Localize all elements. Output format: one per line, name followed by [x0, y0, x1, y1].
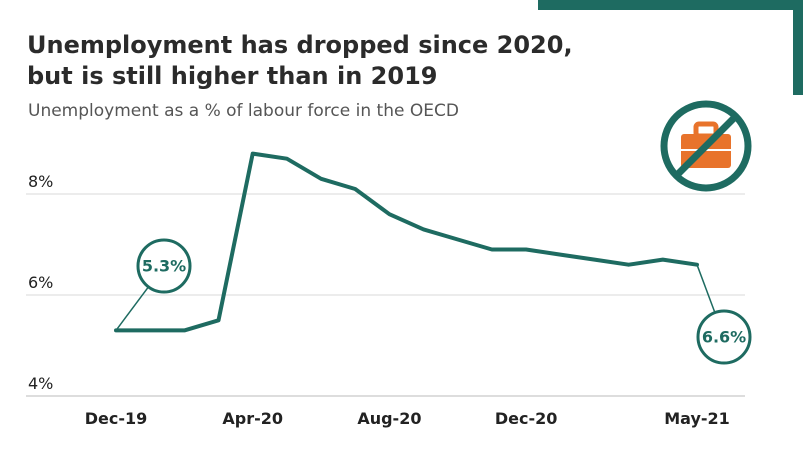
chart-subtitle: Unemployment as a % of labour force in t…: [28, 101, 459, 121]
grid: [26, 193, 745, 397]
corner-decoration: [538, 0, 803, 95]
side-accent-bar: [793, 0, 803, 95]
chart-title: Unemployment has dropped since 2020, but…: [27, 30, 587, 92]
x-axis-tick-labels: Dec-19 Apr-20 Aug-20 Dec-20 May-21: [85, 409, 730, 428]
title-line-2: but is still higher than in 2019: [27, 62, 438, 90]
callout-leader-start: [115, 286, 150, 331]
y-tick-label: 4%: [28, 374, 53, 393]
series-line-unemployment: [114, 151, 699, 333]
prohibition-slash: [673, 113, 739, 179]
top-accent-bar: [538, 0, 803, 10]
callout-circle-start: [136, 238, 192, 294]
callout-label-start: 5.3%: [142, 257, 186, 276]
x-tick-label: Dec-19: [85, 409, 148, 428]
x-tick-label: May-21: [664, 409, 730, 428]
prohibition-ring: [660, 100, 752, 192]
x-tick-label: Dec-20: [495, 409, 558, 428]
y-axis-tick-labels: 4% 6% 8%: [28, 172, 53, 393]
x-tick-label: Apr-20: [222, 409, 283, 428]
callouts: 5.3% 6.6%: [115, 238, 752, 365]
callout-circle-end: [696, 309, 752, 365]
title-line-1: Unemployment has dropped since 2020,: [27, 31, 573, 59]
no-briefcase-icon: [660, 100, 752, 192]
callout-leader-end: [696, 264, 716, 313]
y-tick-label: 6%: [28, 273, 53, 292]
callout-label-end: 6.6%: [702, 328, 746, 347]
briefcase-handle: [693, 121, 719, 139]
x-tick-label: Aug-20: [357, 409, 421, 428]
y-tick-label: 8%: [28, 172, 53, 191]
